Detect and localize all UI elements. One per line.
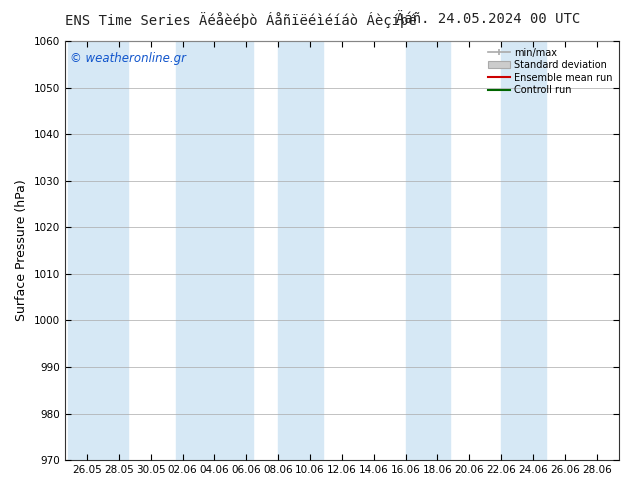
Legend: min/max, Standard deviation, Ensemble mean run, Controll run: min/max, Standard deviation, Ensemble me…	[486, 46, 614, 97]
Bar	[278, 41, 323, 460]
Bar	[176, 41, 252, 460]
Bar	[68, 41, 128, 460]
Text: Äáñ. 24.05.2024 00 UTC: Äáñ. 24.05.2024 00 UTC	[396, 12, 580, 26]
Bar	[501, 41, 546, 460]
Y-axis label: Surface Pressure (hPa): Surface Pressure (hPa)	[15, 180, 28, 321]
Text: ENS Time Series Äéåèéþò Áåñïëéìéíáò Áèçíþé: ENS Time Series Äéåèéþò Áåñïëéìéíáò Áèçí…	[65, 12, 417, 28]
Bar	[406, 41, 450, 460]
Text: © weatheronline.gr: © weatheronline.gr	[70, 51, 186, 65]
